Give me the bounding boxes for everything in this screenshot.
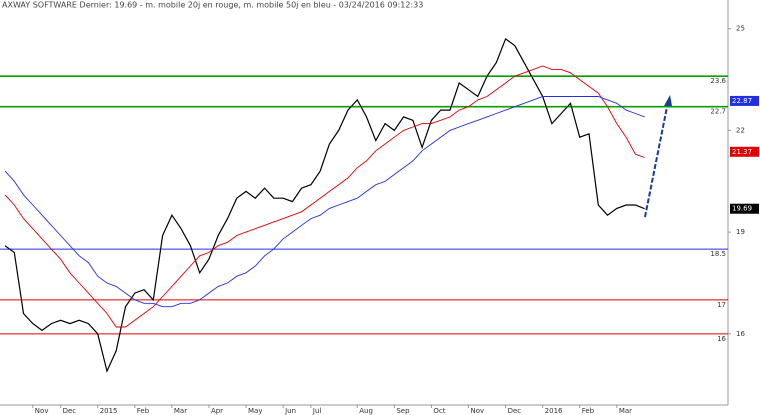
last-value-box [730, 95, 759, 106]
x-tick-label: Nov [471, 407, 485, 415]
x-tick-label: Mar [619, 407, 632, 415]
last-value-label: 21.37 [732, 148, 752, 156]
x-tick-label: Feb [137, 407, 150, 415]
level-label: 17 [717, 301, 726, 309]
x-tick-label: Aug [359, 407, 373, 415]
last-value-label: 19.69 [732, 205, 752, 213]
level-label: 18.5 [710, 250, 726, 258]
last-value-label: 22.87 [732, 97, 752, 105]
arrow-head [664, 95, 672, 106]
level-label: 23.6 [710, 77, 726, 85]
y-tick-label: 16 [736, 330, 745, 338]
y-tick-label: 19 [736, 228, 745, 236]
y-tick-label: 25 [736, 25, 745, 33]
x-tick-label: Mar [174, 407, 187, 415]
y-tick-label: 22 [736, 126, 745, 134]
x-tick-label: 2016 [545, 407, 563, 415]
x-tick-label: Nov [35, 407, 49, 415]
series-line [4, 37, 645, 373]
level-label: 22.7 [710, 108, 726, 116]
chart-title: AXWAY SOFTWARE Dernier: 19.69 - m. mobil… [2, 1, 423, 10]
series-line [4, 96, 645, 308]
x-tick-label: Apr [211, 407, 223, 415]
x-tick-label: Oct [433, 407, 445, 415]
x-tick-label: Jul [312, 407, 322, 415]
last-value-box [730, 146, 759, 157]
x-tick-label: Jun [284, 407, 296, 415]
last-value-box [730, 203, 759, 214]
forecast-arrow [644, 101, 669, 218]
x-tick-label: Dec [63, 407, 77, 415]
level-label: 16 [717, 335, 726, 343]
series-line [4, 65, 645, 328]
x-tick-label: Sep [396, 407, 410, 415]
x-tick-label: Dec [508, 407, 522, 415]
x-tick-label: 2015 [100, 407, 118, 415]
x-tick-label: Feb [582, 407, 595, 415]
x-tick-label: May [248, 407, 262, 415]
